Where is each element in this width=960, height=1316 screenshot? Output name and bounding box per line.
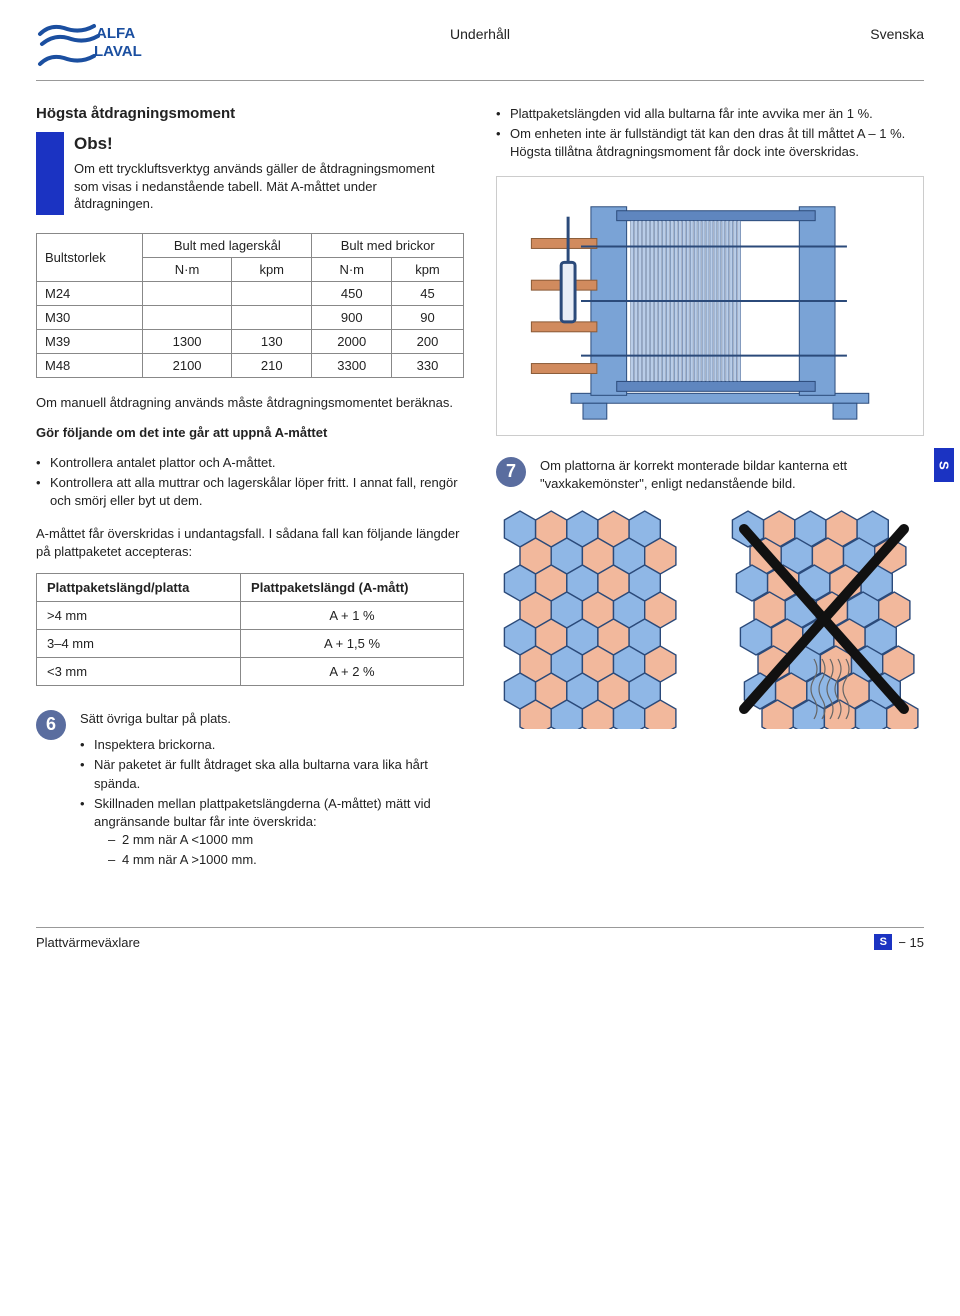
list-item: Om enheten inte är fullständigt tät kan …	[496, 125, 924, 161]
plate-heat-exchanger-illustration	[496, 176, 924, 436]
footer-title: Plattvärmeväxlare	[36, 935, 140, 950]
unit-nm: N·m	[143, 257, 232, 281]
th-brickor: Bult med brickor	[312, 233, 464, 257]
right-column: Plattpaketslängden vid alla bultarna får…	[496, 105, 924, 899]
list-item: Plattpaketslängden vid alla bultarna får…	[496, 105, 924, 123]
table-row: M2445045	[37, 281, 464, 305]
step-6-badge: 6	[36, 710, 66, 740]
table-row: 3–4 mmA + 1,5 %	[37, 629, 464, 657]
list-item: När paketet är fullt åtdraget ska alla b…	[80, 756, 464, 792]
right-top-bullets: Plattpaketslängden vid alla bultarna får…	[496, 105, 924, 162]
table-row: <3 mmA + 2 %	[37, 657, 464, 685]
left-column: Högsta åtdragningsmoment Obs! Om ett try…	[36, 105, 464, 899]
step-6: 6 Sätt övriga bultar på plats. Inspekter…	[36, 710, 464, 884]
step-6-lead: Sätt övriga bultar på plats.	[80, 710, 464, 728]
manual-note: Om manuell åtdragning används måste åtdr…	[36, 394, 464, 412]
page-header: ALFA LAVAL Underhåll Svenska	[36, 20, 924, 81]
footer-page: − 15	[898, 935, 924, 950]
cannot-reach-list: Kontrollera antalet plattor och A-måttet…	[36, 454, 464, 511]
list-item: 2 mm när A <1000 mm	[108, 831, 464, 849]
step-6-list: Inspektera brickorna. När paketet är full…	[80, 736, 464, 869]
list-item: Kontrollera antalet plattor och A-måttet…	[36, 454, 464, 472]
table-row: M3913001302000200	[37, 329, 464, 353]
unit-nm: N·m	[312, 257, 392, 281]
title-max-torque: Högsta åtdragningsmoment	[36, 105, 464, 122]
honeycomb-incorrect	[724, 509, 924, 729]
svg-text:ALFA: ALFA	[96, 25, 135, 42]
side-tab-s: S	[934, 448, 954, 482]
header-section-title: Underhåll	[156, 20, 804, 42]
length-table: Plattpaketslängd/platta Plattpaketslängd…	[36, 573, 464, 686]
unit-kpm: kpm	[391, 257, 463, 281]
obs-text: Om ett tryckluftsverktyg används gäller …	[74, 160, 456, 213]
step-7: 7 Om plattorna är korrekt monterade bild…	[496, 457, 924, 493]
th-bolt-size: Bultstorlek	[37, 233, 143, 281]
step-7-text: Om plattorna är korrekt monterade bildar…	[540, 457, 924, 493]
alfa-laval-logo: ALFA LAVAL	[36, 20, 156, 76]
cannot-reach-title: Gör följande om det inte går att uppnå A…	[36, 424, 464, 442]
list-item: Inspektera brickorna.	[80, 736, 464, 754]
obs-heading: Obs!	[74, 134, 456, 154]
page-footer: Plattvärmeväxlare S − 15	[36, 927, 924, 950]
header-language: Svenska	[804, 20, 924, 42]
unit-kpm: kpm	[232, 257, 312, 281]
step-7-badge: 7	[496, 457, 526, 487]
th-lager: Bult med lagerskål	[143, 233, 312, 257]
list-item: 4 mm när A >1000 mm.	[108, 851, 464, 869]
honeycomb-correct	[496, 509, 696, 729]
torque-table: Bultstorlek Bult med lagerskål Bult med …	[36, 233, 464, 378]
exceed-note: A-måttet får överskridas i undantagsfall…	[36, 525, 464, 561]
honeycomb-illustrations	[496, 509, 924, 729]
list-item: Skillnaden mellan plattpaketslängderna (…	[80, 795, 464, 870]
svg-text:LAVAL: LAVAL	[94, 43, 142, 60]
list-item: Kontrollera att alla muttrar och lagersk…	[36, 474, 464, 510]
footer-badge-s: S	[874, 934, 892, 950]
table-row: M4821002103300330	[37, 353, 464, 377]
table-row: M3090090	[37, 305, 464, 329]
obs-callout: Obs! Om ett tryckluftsverktyg används gä…	[36, 132, 464, 215]
obs-bar	[36, 132, 64, 215]
len-h2: Plattpaketslängd (A-mått)	[241, 573, 464, 601]
table-row: >4 mmA + 1 %	[37, 601, 464, 629]
len-h1: Plattpaketslängd/platta	[37, 573, 241, 601]
